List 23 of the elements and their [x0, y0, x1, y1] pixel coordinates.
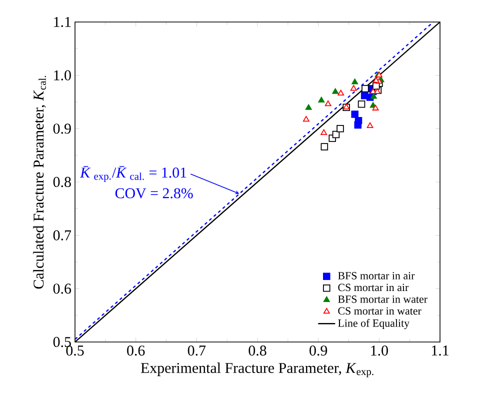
legend-label: Line of Equality [338, 319, 410, 330]
annotation: K̄$_{exp.}$/K̄$_{cal.}$ = 1.01 [80, 166, 186, 182]
legend-label: CS mortar in water [338, 307, 422, 315]
y-tick-label: 0.8 [53, 176, 71, 188]
legend-label: CS mortar in air [338, 284, 409, 292]
x-tick-label: 0.6 [127, 346, 145, 356]
y-tick-label: 0.6 [53, 284, 72, 294]
x-tick-label: 0.7 [188, 346, 206, 356]
y-tick-label: 0.7 [53, 230, 72, 240]
x-tick-label: 0.9 [310, 346, 328, 356]
annotation: COV = 2.8% [115, 188, 193, 198]
y-tick-label: 0.9 [53, 124, 71, 134]
y-axis-title: Calculated Fracture Parameter, K$_{cal.}$ [33, 76, 46, 289]
y-tick-label: 1.0 [54, 70, 71, 80]
legend-label: BFS mortar in water [338, 296, 428, 303]
x-tick-label: 1.0 [371, 346, 388, 356]
x-axis-title: Experimental Fracture Parameter, K$_{exp.}$ [140, 362, 374, 378]
x-tick-label: 1.1 [432, 346, 448, 356]
y-tick-label: 1.1 [54, 16, 71, 28]
legend-label: BFS mortar in air [338, 272, 415, 280]
y-tick-label: 0.5 [53, 336, 71, 348]
x-tick-label: 0.8 [248, 346, 266, 356]
x-tick-label: 0.5 [66, 346, 84, 356]
